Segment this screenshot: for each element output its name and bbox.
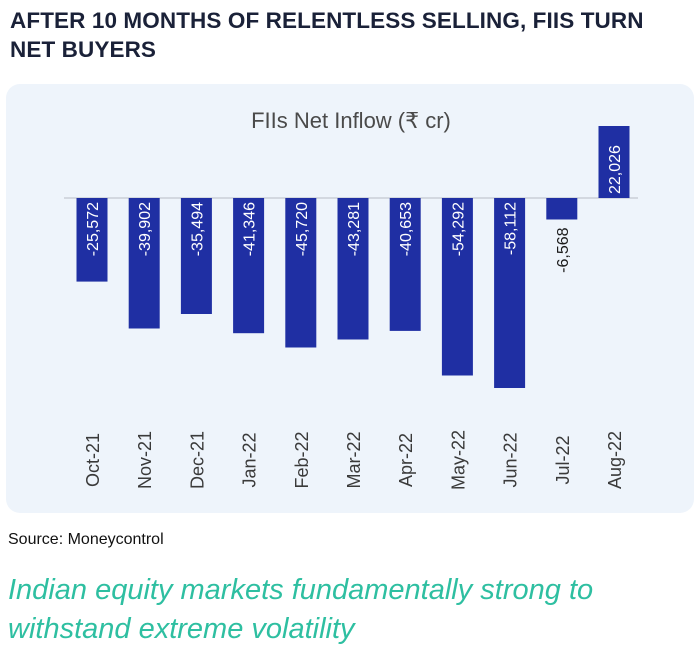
x-tick-label-mar-22: Mar-22 (344, 431, 364, 488)
bar-jul-22 (546, 198, 578, 220)
headline: AFTER 10 MONTHS OF RELENTLESS SELLING, F… (10, 8, 644, 62)
x-tick-label-feb-22: Feb-22 (292, 431, 312, 488)
data-label-jun-22: -58,112 (503, 202, 520, 255)
x-tick-label-may-22: May-22 (448, 430, 468, 490)
subheadline: Indian equity markets fundamentally stro… (8, 574, 594, 645)
data-label-nov-21: -39,902 (137, 202, 154, 256)
x-tick-label-jun-22: Jun-22 (501, 432, 521, 487)
x-tick-label-jul-22: Jul-22 (553, 435, 573, 484)
bar-chart: FIIs Net Inflow (₹ cr) -25,572 -39,902 -35… (64, 108, 638, 490)
bar-nov-21 (128, 198, 160, 329)
bar-may-22 (441, 198, 473, 376)
x-tick-labels-layer: Oct-21 Nov-21 Dec-21 Jan-22 Feb-22 Mar-22 Apr-… (83, 430, 625, 490)
data-label-jan-22: -41,346 (242, 202, 259, 256)
source-note: Source: Moneycontrol (8, 531, 164, 548)
bars-layer (76, 126, 630, 388)
data-label-jul-22: -6,568 (555, 227, 572, 272)
bar-feb-22 (285, 198, 317, 348)
chart-card: FIIs Net Inflow (₹ cr) -25,572 -39,902 -35… (6, 84, 694, 513)
x-tick-label-oct-21: Oct-21 (83, 433, 103, 487)
data-label-dec-21: -35,494 (189, 202, 206, 256)
data-label-aug-22: 22,026 (607, 145, 624, 194)
data-labels-layer: -25,572 -39,902 -35,494 -41,346 -45,720 -43,2… (85, 145, 624, 273)
x-tick-label-nov-21: Nov-21 (135, 431, 155, 489)
x-tick-label-jan-22: Jan-22 (240, 432, 260, 487)
bar-jun-22 (494, 198, 526, 388)
bar-jan-22 (233, 198, 265, 334)
bar-oct-21 (76, 198, 108, 282)
x-tick-label-apr-22: Apr-22 (396, 433, 416, 487)
data-label-may-22: -54,292 (450, 202, 467, 256)
bar-aug-22 (598, 126, 630, 198)
data-label-apr-22: -40,653 (398, 202, 415, 256)
data-label-mar-22: -43,281 (346, 202, 363, 256)
bar-apr-22 (389, 198, 421, 331)
data-label-feb-22: -45,720 (294, 202, 311, 256)
chart-title: FIIs Net Inflow (₹ cr) (251, 108, 451, 133)
bar-mar-22 (337, 198, 369, 340)
data-label-oct-21: -25,572 (85, 202, 102, 256)
x-tick-label-dec-21: Dec-21 (187, 431, 207, 489)
bar-dec-21 (180, 198, 212, 314)
x-tick-label-aug-22: Aug-22 (605, 431, 625, 489)
